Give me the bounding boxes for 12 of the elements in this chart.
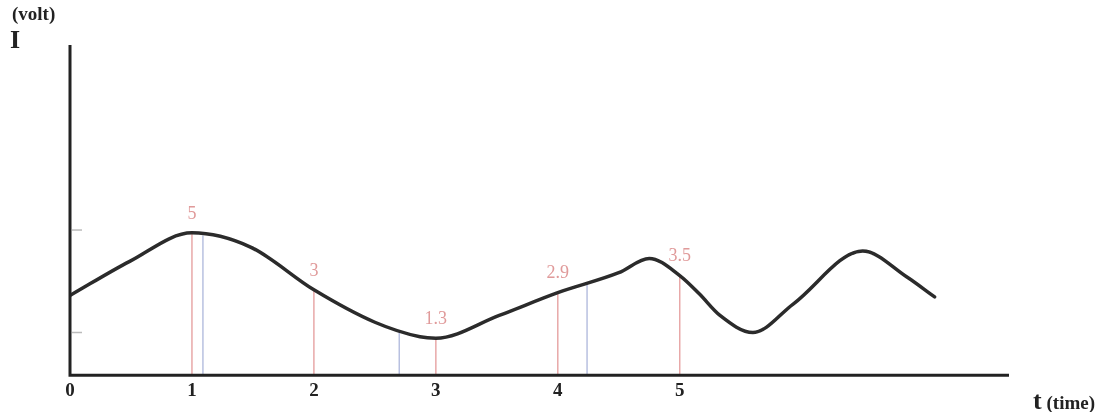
data-label: 5 [187,202,197,223]
data-label: 3.5 [668,245,691,266]
y-axis-title: (volt) I [10,3,56,54]
x-tick-label: 0 [65,378,75,400]
x-tick-label: 1 [187,378,197,400]
x-tick-label: 3 [431,378,441,400]
x-tick-label: 5 [674,378,685,400]
data-label: 2.9 [546,262,570,283]
x-tick-label: 2 [309,378,319,400]
data-label: 1.3 [424,307,448,328]
data-label: 3 [309,259,319,280]
x-tick-label: 4 [553,378,564,400]
